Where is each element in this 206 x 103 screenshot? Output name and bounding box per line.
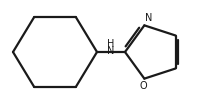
Text: N: N	[145, 13, 152, 23]
Text: N: N	[107, 46, 114, 56]
Text: O: O	[139, 81, 146, 91]
Text: H: H	[107, 39, 114, 49]
